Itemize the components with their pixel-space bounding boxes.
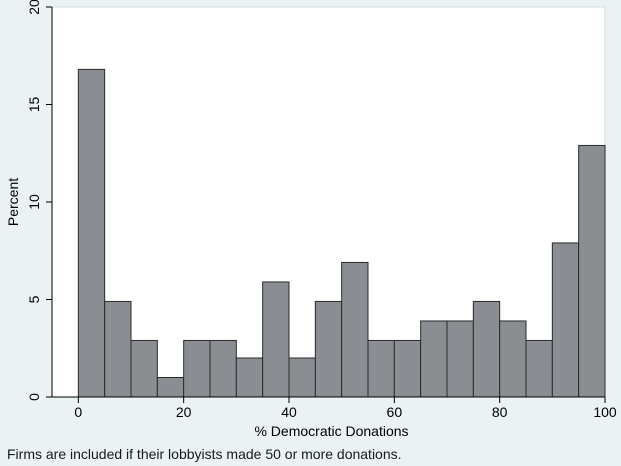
chart-caption: Firms are included if their lobbyists ma… bbox=[7, 446, 402, 462]
histogram-bar bbox=[104, 300, 132, 398]
x-tick-label: 40 bbox=[281, 404, 297, 420]
histogram-bar bbox=[367, 339, 395, 398]
y-tick-label: 5 bbox=[26, 295, 42, 303]
bars-group bbox=[77, 68, 606, 398]
y-tick-label: 20 bbox=[26, 0, 42, 15]
x-ticks-group: 0 20 40 60 80 100 bbox=[74, 397, 617, 420]
histogram-bar bbox=[499, 320, 527, 398]
histogram-bar bbox=[156, 377, 185, 398]
histogram-bar bbox=[262, 281, 290, 398]
histogram-bar bbox=[288, 357, 316, 398]
histogram-bar bbox=[130, 339, 158, 398]
y-ticks-group: 0 5 10 15 20 bbox=[26, 0, 52, 401]
y-tick-label: 15 bbox=[26, 97, 42, 113]
y-axis-label: Percent bbox=[5, 178, 21, 226]
x-tick-label: 60 bbox=[387, 404, 403, 420]
x-tick-label: 0 bbox=[74, 404, 82, 420]
histogram-bar bbox=[393, 339, 422, 398]
histogram-bar bbox=[209, 339, 237, 398]
y-tick-label: 0 bbox=[26, 393, 42, 401]
y-tick-label: 10 bbox=[26, 194, 42, 210]
x-tick-label: 80 bbox=[492, 404, 508, 420]
histogram-bar bbox=[551, 242, 580, 398]
x-tick-label: 20 bbox=[176, 404, 192, 420]
histogram-bar bbox=[341, 261, 369, 398]
histogram-bar bbox=[472, 300, 501, 398]
histogram-bar bbox=[578, 144, 606, 398]
histogram-bar bbox=[235, 357, 264, 398]
x-axis-label: % Democratic Donations bbox=[254, 423, 408, 439]
histogram-chart: 0 20 40 60 80 100 0 5 10 15 20 % Democratic Donat… bbox=[5, 0, 617, 439]
histogram-bar bbox=[420, 320, 448, 398]
histogram-bar bbox=[446, 320, 474, 398]
histogram-bar bbox=[314, 300, 343, 398]
histogram-bar bbox=[525, 339, 553, 398]
histogram-bar bbox=[77, 68, 106, 398]
histogram-bar bbox=[183, 339, 211, 398]
x-tick-label: 100 bbox=[593, 404, 617, 420]
